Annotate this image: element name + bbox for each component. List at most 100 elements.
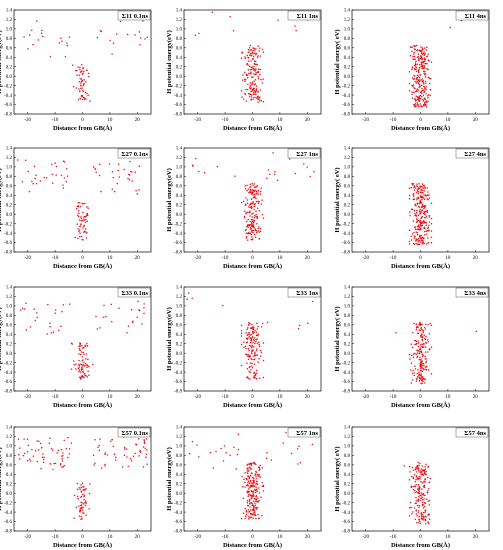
y-tick-label: 0.2 [176,342,183,347]
data-point [413,209,416,212]
data-point [421,78,423,80]
data-point [70,342,73,345]
data-point [66,175,69,177]
data-point [203,172,206,174]
data-point [256,215,258,218]
data-point [418,210,421,213]
data-point [252,493,255,495]
data-point [254,473,257,475]
data-point [415,68,417,71]
data-point [254,330,256,332]
data-point [419,220,421,223]
x-tick-label: 10 [277,256,283,261]
data-point [251,192,254,195]
x-tick-label: 0 [251,118,254,123]
data-point [34,449,37,452]
data-point [249,49,251,51]
data-point [123,454,126,456]
data-point [247,511,249,513]
data-point [418,71,420,74]
y-tick-label: 0.4 [6,473,13,478]
data-point [262,376,265,379]
data-point [81,518,83,520]
data-point [416,504,419,507]
data-point [129,457,132,460]
data-point [246,376,249,378]
data-point [248,331,250,334]
data-point [255,517,257,520]
data-point [78,349,81,351]
data-point [259,89,262,91]
data-point [419,477,421,480]
data-point [421,377,424,380]
data-point [420,512,422,515]
data-point [253,497,256,500]
data-point [246,77,249,79]
data-point [125,448,128,450]
x-tick-label: 20 [305,256,311,261]
y-tick-label: 0.0 [6,213,13,218]
data-point [416,488,419,490]
data-point [415,326,418,328]
data-point [116,182,119,185]
data-point [420,374,422,377]
data-point [76,214,79,217]
x-tick-label: -10 [52,395,59,400]
data-point [412,488,415,491]
y-tick-label: 0.6 [176,185,183,190]
data-point [414,226,416,229]
data-point [104,453,106,455]
data-point [252,500,255,503]
data-point [81,64,83,66]
data-point [421,488,423,490]
data-point [258,469,260,472]
data-point [81,202,83,205]
data-point [139,43,141,46]
data-point [252,491,254,494]
data-point [428,499,431,502]
data-point [67,436,69,439]
data-point [251,367,254,369]
data-point [425,103,427,106]
data-point [249,479,252,482]
data-point [84,91,87,94]
y-tick-label: -0.2 [342,501,350,506]
data-point [416,102,419,104]
x-tick-label: -20 [194,118,201,123]
y-tick-label: 1.0 [344,305,351,310]
data-point [417,468,419,471]
data-point [415,490,418,493]
data-point [421,465,424,467]
data-point [422,468,424,471]
data-point [424,511,426,513]
data-point [54,462,57,465]
data-point [79,488,81,490]
data-point [88,374,90,377]
data-point [83,495,85,498]
data-point [410,485,413,488]
data-point [417,53,420,55]
y-tick-label: 0.8 [344,37,351,42]
x-tick-label: -20 [24,395,31,400]
data-point [249,206,251,209]
data-point [79,510,81,512]
data-point [428,333,431,335]
data-point [251,206,253,209]
y-tick-label: 1.2 [176,18,183,23]
data-point [253,208,255,211]
data-point [411,182,413,185]
x-tick-label: 0 [419,256,422,261]
data-point [83,83,85,85]
data-point [261,322,264,325]
data-point [257,68,260,71]
data-point [246,224,249,226]
data-point [261,82,264,84]
data-point [77,66,79,68]
data-point [143,439,145,441]
data-point [422,346,425,348]
x-tick-label: -20 [362,395,369,400]
x-tick-label: -10 [222,395,229,400]
data-point [417,470,420,472]
data-point [77,205,80,208]
y-tick-label: -0.6 [174,520,182,525]
